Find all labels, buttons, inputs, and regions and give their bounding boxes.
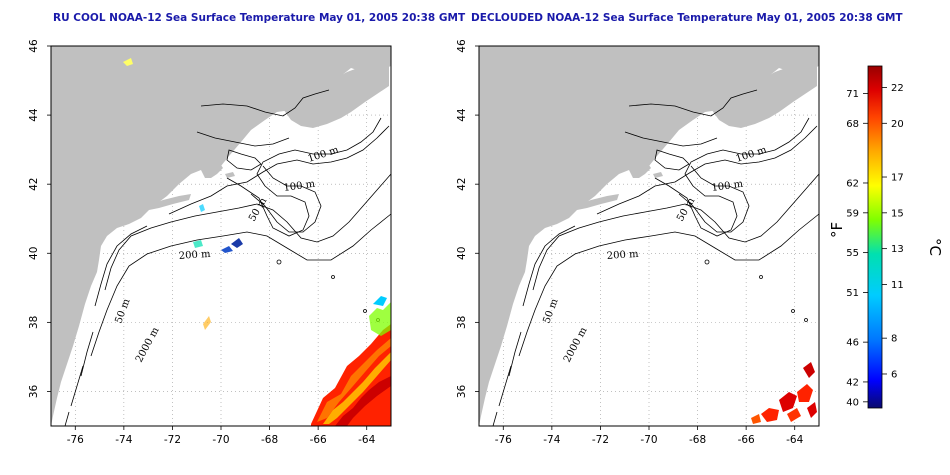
y-tick-label: 42 [28, 177, 40, 190]
x-tick-label: -72 [164, 434, 181, 446]
colorbar-f-label: °F [828, 222, 846, 238]
y-tick-label: 44 [456, 108, 468, 122]
x-tick-label: -74 [115, 434, 132, 446]
colorbar-f-label-value: 42 [846, 377, 859, 388]
colorbar-c-label-value: 17 [891, 173, 904, 184]
panel-title-right: DECLOUDED NOAA-12 Sea Surface Temperatur… [471, 12, 903, 24]
colorbar-ticks: 71 68 62 59 55 51 46 42 40 22 20 17 15 13 11 8 6 [846, 83, 903, 408]
colorbar-f-label-value: 46 [846, 338, 859, 349]
sst-data-declouded [751, 362, 817, 424]
colorbar-f-label-value: 59 [846, 208, 859, 219]
x-tick-label: -70 [212, 434, 229, 446]
colorbar-c-label-value: 20 [891, 119, 904, 130]
y-tick-label: 44 [28, 108, 40, 122]
contour-label-100m-b: 100 m [711, 179, 744, 194]
contour-label-200m: 200 m [178, 249, 211, 262]
colorbar-c-label-value: 15 [891, 208, 904, 219]
panel-title-left: RU COOL NOAA-12 Sea Surface Temperature … [53, 12, 466, 24]
y-tick-label: 38 [28, 316, 40, 329]
colorbar-c-label: °C [926, 238, 944, 256]
axis-ticks-right-panel: -76 -74 -72 -70 -68 -66 -64 36 38 40 42 44 46 [456, 39, 804, 446]
colorbar-f-label-value: 62 [846, 178, 859, 189]
y-tick-label: 38 [456, 316, 468, 329]
y-tick-label: 36 [456, 384, 468, 398]
colorbar-f-label-value: 68 [846, 119, 859, 130]
colorbar-f-label-value: 51 [846, 288, 859, 299]
sst-data-raw [123, 58, 391, 426]
colorbar-c-label-value: 8 [891, 334, 897, 345]
y-tick-label: 36 [28, 384, 40, 398]
colorbar-gradient [867, 65, 883, 409]
colorbar-f-label-value: 55 [846, 248, 859, 259]
colorbar: 71 68 62 59 55 51 46 42 40 22 20 17 15 13 11 8 6 °F °C [828, 65, 944, 409]
x-tick-label: -64 [786, 434, 803, 446]
x-tick-label: -64 [358, 434, 375, 446]
x-tick-label: -68 [689, 434, 706, 446]
colorbar-f-label-value: 40 [846, 397, 859, 408]
x-tick-label: -66 [310, 434, 327, 446]
x-tick-label: -76 [67, 434, 84, 446]
colorbar-c-label-value: 11 [891, 280, 904, 291]
colorbar-f-label-value: 71 [846, 89, 859, 100]
x-tick-label: -72 [592, 434, 609, 446]
y-tick-label: 46 [456, 39, 468, 53]
y-tick-label: 42 [456, 177, 468, 190]
x-tick-label: -74 [543, 434, 560, 446]
contour-label-200m: 200 m [606, 249, 639, 262]
colorbar-c-label-value: 13 [891, 244, 904, 255]
y-tick-label: 40 [28, 247, 40, 260]
contour-label-100m-b: 100 m [283, 179, 316, 194]
y-tick-label: 40 [456, 247, 468, 260]
map-panel-declouded: 100 m 100 m 50 m 200 m 50 m 2000 m [478, 45, 820, 427]
x-tick-label: -68 [261, 434, 278, 446]
axis-ticks-left-panel: -76 -74 -72 -70 -68 -66 -64 36 38 40 42 44 46 [28, 39, 376, 446]
colorbar-c-label-value: 22 [891, 83, 904, 94]
x-tick-label: -66 [738, 434, 755, 446]
x-tick-label: -76 [495, 434, 512, 446]
map-panel-raw: 100 m 100 m 50 m 200 m 50 m 2000 m [50, 45, 392, 427]
colorbar-c-label-value: 6 [891, 369, 897, 380]
x-tick-label: -70 [640, 434, 657, 446]
y-tick-label: 46 [28, 39, 40, 53]
